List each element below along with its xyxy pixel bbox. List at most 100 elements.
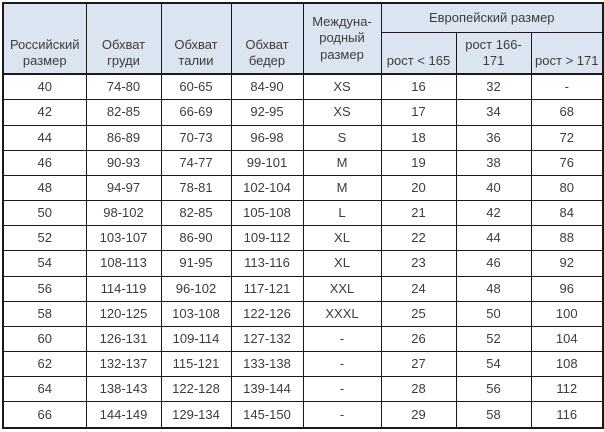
table-cell: 28 bbox=[380, 376, 457, 403]
table-cell: XL bbox=[302, 225, 382, 252]
table-cell: 52 bbox=[455, 325, 532, 353]
table-cell: 78-81 bbox=[160, 174, 232, 202]
table-row: 56 114-119 96-102 117-121 XXL 24 48 96 bbox=[2, 275, 604, 302]
table-cell: 82-85 bbox=[160, 200, 232, 227]
table-row: 64 138-143 122-128 139-144-28 56 112 bbox=[2, 376, 604, 403]
table-cell: - bbox=[530, 73, 604, 101]
header-chest: Обхват груди bbox=[85, 2, 162, 75]
table-cell: 127-132 bbox=[230, 325, 304, 353]
table-row: 42 82-85 66-69 92-95 XS 17 34 68 bbox=[2, 99, 604, 126]
table-cell: 100 bbox=[530, 300, 604, 327]
table-cell: 22 bbox=[380, 225, 457, 252]
table-cell: 96-98 bbox=[230, 124, 304, 151]
table-cell: 109-114 bbox=[160, 325, 232, 353]
table-cell: 21 bbox=[380, 200, 457, 227]
table-cell: 104 bbox=[530, 325, 604, 353]
table-cell: 70-73 bbox=[160, 124, 232, 151]
table-cell: 117-121 bbox=[230, 275, 304, 302]
table-cell: 116 bbox=[530, 401, 604, 429]
table-body: 40 74-80 60-65 84-90 XS 16 32-42 82-85 66-69 92-9… bbox=[2, 73, 604, 429]
table-cell: 86-90 bbox=[160, 225, 232, 252]
table-row: 54 108-113 91-95 113-116 XL 23 46 92 bbox=[2, 250, 604, 277]
table-cell: 26 bbox=[380, 325, 457, 353]
table-cell: 112 bbox=[530, 376, 604, 403]
table-cell: 68 bbox=[530, 99, 604, 126]
table-cell: 18 bbox=[380, 124, 457, 151]
table-row: 52 103-107 86-90 109-112 XL 22 44 88 bbox=[2, 225, 604, 252]
table-cell: 76 bbox=[530, 149, 604, 176]
header-height-lt-165: рост < 165 bbox=[380, 31, 457, 75]
table-cell: 54 bbox=[2, 250, 87, 277]
table-cell: 92 bbox=[530, 250, 604, 277]
table-cell: 54 bbox=[455, 351, 532, 378]
table-row: 44 86-89 70-73 96-98 S 18 36 72 bbox=[2, 124, 604, 151]
table-cell: S bbox=[302, 124, 382, 151]
header-height-166-171: рост 166-171 bbox=[455, 31, 532, 75]
table-cell: 64 bbox=[2, 376, 87, 403]
table-cell: 50 bbox=[455, 300, 532, 327]
table-cell: 23 bbox=[380, 250, 457, 277]
table-cell: 132-137 bbox=[85, 351, 162, 378]
table-cell: 122-128 bbox=[160, 376, 232, 403]
table-cell: 36 bbox=[455, 124, 532, 151]
table-cell: 133-138 bbox=[230, 351, 304, 378]
table-cell: 32 bbox=[455, 73, 532, 101]
table-cell: - bbox=[302, 351, 382, 378]
table-cell: 74-77 bbox=[160, 149, 232, 176]
table-row: 46 90-93 74-77 99-101 M 19 38 76 bbox=[2, 149, 604, 176]
table-cell: 44 bbox=[455, 225, 532, 252]
table-cell: 86-89 bbox=[85, 124, 162, 151]
table-cell: 40 bbox=[455, 174, 532, 202]
header-waist: Обхват талии bbox=[160, 2, 232, 75]
header-row-top: Российский размер Обхват груди Обхват та… bbox=[2, 2, 604, 75]
table-cell: 144-149 bbox=[85, 401, 162, 429]
table-cell: XS bbox=[302, 73, 382, 101]
table-row: 48 94-97 78-81 102-104 M 20 40 80 bbox=[2, 174, 604, 202]
table-cell: 74-80 bbox=[85, 73, 162, 101]
table-cell: 72 bbox=[530, 124, 604, 151]
table-cell: XXXL bbox=[302, 300, 382, 327]
header-row-sub: рост < 165 рост 166-171 рост > 171 bbox=[3, 31, 604, 75]
table-cell: 96-102 bbox=[160, 275, 232, 302]
table-cell: 66-69 bbox=[160, 99, 232, 126]
table-cell: 88 bbox=[530, 225, 604, 252]
table-row: 40 74-80 60-65 84-90 XS 16 32- bbox=[2, 73, 604, 101]
table-cell: 48 bbox=[2, 174, 87, 202]
table-cell: 122-126 bbox=[230, 300, 304, 327]
table-cell: 24 bbox=[380, 275, 457, 302]
table-cell: 145-150 bbox=[230, 401, 304, 429]
table-cell: 90-93 bbox=[85, 149, 162, 176]
table-cell: XL bbox=[302, 250, 382, 277]
table-cell: 34 bbox=[455, 99, 532, 126]
table-cell: 105-108 bbox=[230, 200, 304, 227]
table-cell: 66 bbox=[2, 401, 87, 429]
table-cell: 129-134 bbox=[160, 401, 232, 429]
table-cell: 126-131 bbox=[85, 325, 162, 353]
table-cell: 42 bbox=[2, 99, 87, 126]
table-row: 62 132-137 115-121 133-138-27 54 108 bbox=[2, 351, 604, 378]
table-cell: 56 bbox=[455, 376, 532, 403]
table-cell: 92-95 bbox=[230, 99, 304, 126]
table-cell: 120-125 bbox=[85, 300, 162, 327]
table-cell: 46 bbox=[455, 250, 532, 277]
table-cell: 115-121 bbox=[160, 351, 232, 378]
table-cell: 138-143 bbox=[85, 376, 162, 403]
table-cell: 58 bbox=[455, 401, 532, 429]
table-cell: 40 bbox=[2, 73, 87, 101]
table-row: 50 98-102 82-85 105-108 L 21 42 84 bbox=[2, 200, 604, 227]
table-cell: 109-112 bbox=[230, 225, 304, 252]
header-hips: Обхват бедер bbox=[230, 2, 304, 75]
table-cell: 84 bbox=[530, 200, 604, 227]
table-cell: 52 bbox=[2, 225, 87, 252]
table-cell: 82-85 bbox=[85, 99, 162, 126]
table-cell: M bbox=[302, 174, 382, 202]
table-cell: 58 bbox=[2, 300, 87, 327]
table-cell: 42 bbox=[455, 200, 532, 227]
table-cell: 103-108 bbox=[160, 300, 232, 327]
table-cell: 19 bbox=[380, 149, 457, 176]
table-cell: 62 bbox=[2, 351, 87, 378]
table-cell: 113-116 bbox=[230, 250, 304, 277]
header-european-size: Европейский размер bbox=[380, 2, 604, 33]
table-cell: 91-95 bbox=[160, 250, 232, 277]
